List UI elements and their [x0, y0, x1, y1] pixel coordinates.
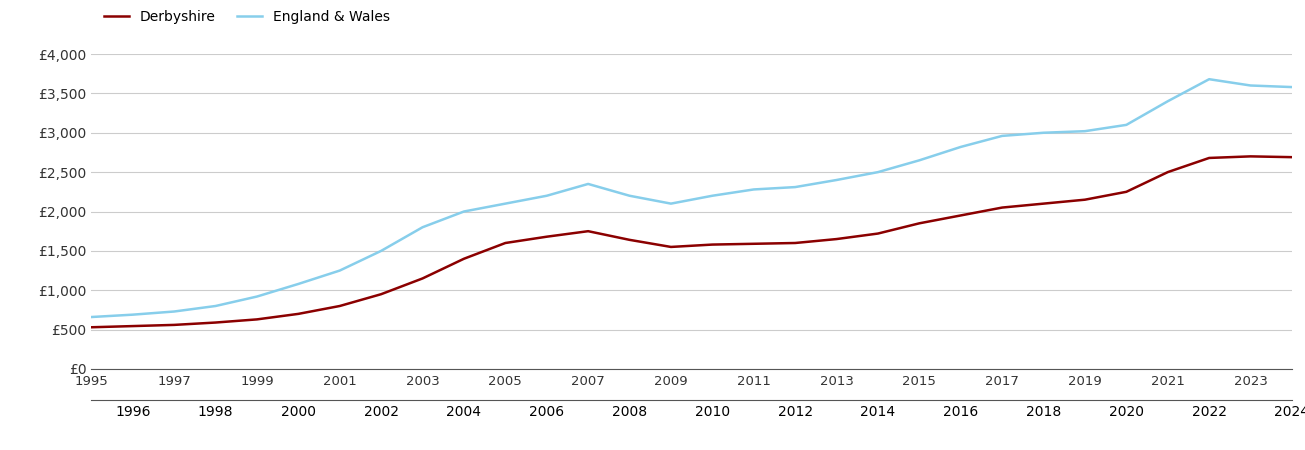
England & Wales [415, 225, 431, 230]
England & Wales [207, 303, 223, 309]
Derbyshire [1036, 201, 1052, 206]
Derbyshire [787, 240, 803, 246]
Derbyshire [581, 229, 596, 234]
Derbyshire [911, 220, 927, 226]
England & Wales [953, 144, 968, 149]
Derbyshire [870, 231, 886, 236]
Derbyshire [457, 256, 472, 261]
England & Wales [1077, 128, 1092, 134]
England & Wales [870, 169, 886, 175]
England & Wales [705, 193, 720, 198]
Derbyshire [621, 237, 637, 243]
Derbyshire [994, 205, 1010, 210]
Derbyshire [497, 240, 513, 246]
Derbyshire [1077, 197, 1092, 202]
England & Wales [621, 193, 637, 198]
England & Wales [1036, 130, 1052, 135]
England & Wales [84, 314, 99, 319]
England & Wales [1118, 122, 1134, 128]
England & Wales [787, 184, 803, 190]
England & Wales [1242, 83, 1258, 88]
Derbyshire [166, 322, 181, 328]
England & Wales [994, 133, 1010, 139]
England & Wales [373, 248, 389, 253]
Derbyshire [249, 317, 265, 322]
Derbyshire [1118, 189, 1134, 194]
Derbyshire [84, 324, 99, 330]
England & Wales [1160, 99, 1176, 104]
England & Wales [746, 187, 762, 192]
Derbyshire [1284, 154, 1300, 160]
England & Wales [497, 201, 513, 206]
Derbyshire [539, 234, 555, 239]
Derbyshire [746, 241, 762, 247]
Derbyshire [705, 242, 720, 248]
Derbyshire [331, 303, 347, 309]
Derbyshire [373, 292, 389, 297]
Derbyshire [953, 213, 968, 218]
Derbyshire [125, 324, 141, 329]
Derbyshire [829, 236, 844, 242]
Derbyshire [291, 311, 307, 317]
Derbyshire [207, 320, 223, 325]
Derbyshire [415, 276, 431, 281]
Derbyshire [1202, 155, 1218, 161]
Derbyshire [663, 244, 679, 250]
England & Wales [911, 158, 927, 163]
England & Wales [125, 312, 141, 317]
England & Wales [539, 193, 555, 198]
England & Wales [663, 201, 679, 206]
England & Wales [829, 177, 844, 183]
England & Wales [1202, 76, 1218, 82]
England & Wales [331, 268, 347, 273]
England & Wales [291, 281, 307, 287]
England & Wales [1284, 84, 1300, 90]
England & Wales [457, 209, 472, 214]
Line: England & Wales: England & Wales [91, 79, 1292, 317]
Derbyshire [1160, 169, 1176, 175]
England & Wales [166, 309, 181, 314]
England & Wales [581, 181, 596, 187]
Line: Derbyshire: Derbyshire [91, 157, 1292, 327]
England & Wales [249, 294, 265, 299]
Derbyshire [1242, 154, 1258, 159]
Legend: Derbyshire, England & Wales: Derbyshire, England & Wales [98, 4, 395, 29]
